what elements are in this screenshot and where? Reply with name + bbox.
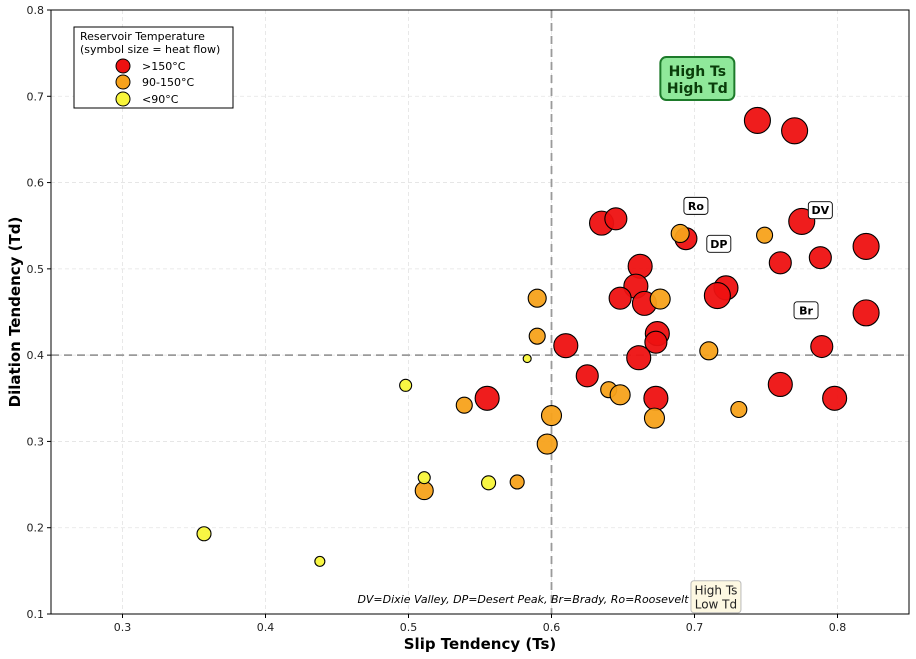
quadrant-label-line: High Ts [694, 584, 737, 598]
data-point [604, 207, 628, 231]
legend-label-cool: <90°C [142, 93, 179, 106]
site-label-box [807, 201, 833, 220]
data-point [781, 117, 809, 145]
site-label-box [683, 196, 709, 215]
legend-marker-cool [115, 91, 131, 107]
y-tick-label: 0.8 [27, 4, 45, 17]
data-point [522, 354, 532, 364]
legend-box [73, 26, 234, 109]
legend-marker-hot [115, 58, 131, 74]
threshold-lines [51, 10, 909, 614]
data-point [644, 330, 668, 354]
quadrant-label-box [690, 580, 742, 614]
data-point [474, 385, 500, 411]
data-point [417, 471, 431, 485]
data-point [767, 371, 793, 398]
site-label: DP [710, 238, 727, 251]
x-tick-label: 0.5 [400, 621, 418, 634]
data-point [822, 385, 848, 411]
data-point [756, 226, 774, 244]
x-axis-title: Slip Tendency (Ts) [404, 635, 557, 653]
data-point [528, 327, 546, 345]
y-tick-label: 0.1 [27, 608, 45, 621]
data-point [196, 526, 212, 542]
y-tick-label: 0.3 [27, 435, 45, 448]
quadrant-label-line: High Td [667, 81, 728, 97]
quadrant-label-line: High Ts [669, 64, 726, 80]
legend-marker-warm [115, 74, 131, 90]
x-tick-label: 0.4 [257, 621, 275, 634]
y-axis-title: Dilation Tendency (Td) [6, 217, 24, 408]
data-point [649, 288, 671, 310]
data-point [810, 334, 834, 359]
site-label: Br [799, 304, 813, 317]
y-tick-label: 0.4 [27, 349, 45, 362]
data-point [553, 333, 579, 359]
site-label: DV [812, 204, 830, 217]
x-tick-label: 0.3 [114, 621, 132, 634]
data-point [743, 106, 771, 134]
legend-subtitle: (symbol size = heat flow) [80, 43, 220, 56]
axis-ticks: 0.3 0.4 0.5 0.6 0.7 0.8 0.1 0.2 0.3 0.4 0.5 0.6 0.7 0… [27, 4, 847, 634]
y-tick-label: 0.6 [27, 177, 45, 190]
data-point [481, 475, 497, 491]
data-point [399, 378, 413, 392]
data-point [768, 251, 792, 275]
data-point [808, 246, 832, 270]
data-point [314, 555, 326, 567]
data-point [643, 407, 666, 429]
y-tick-label: 0.7 [27, 90, 45, 103]
data-point [536, 433, 558, 455]
data-points [196, 106, 880, 567]
data-point [509, 474, 525, 490]
data-point [699, 341, 719, 361]
site-label-box [706, 234, 732, 253]
x-tick-label: 0.6 [543, 621, 561, 634]
data-point [852, 232, 880, 260]
legend-title: Reservoir Temperature [80, 30, 205, 43]
quadrant-label-box [659, 56, 736, 102]
x-tick-label: 0.7 [686, 621, 704, 634]
data-point [609, 384, 631, 406]
y-tick-label: 0.5 [27, 263, 45, 276]
data-point [852, 299, 880, 327]
data-point [540, 404, 563, 427]
data-point [414, 481, 434, 501]
data-point [455, 396, 473, 414]
data-point [626, 345, 652, 371]
legend-label-hot: >150°C [142, 60, 186, 73]
data-point [730, 400, 748, 419]
plot-frame [50, 9, 910, 615]
legend-label-warm: 90-150°C [142, 76, 194, 89]
y-tick-label: 0.2 [27, 522, 45, 535]
data-point [670, 223, 690, 244]
footnote: DV=Dixie Valley, DP=Desert Peak, Br=Brad… [357, 593, 689, 606]
site-label: Ro [688, 200, 704, 213]
quadrant-label-line: Low Td [695, 598, 737, 612]
data-point [575, 364, 599, 388]
site-label-box [793, 301, 819, 320]
data-point [703, 282, 731, 310]
data-point [643, 385, 669, 411]
data-point [527, 288, 547, 308]
legend: Reservoir Temperature (symbol size = hea… [73, 26, 234, 109]
data-point [608, 286, 632, 310]
x-tick-label: 0.8 [829, 621, 847, 634]
